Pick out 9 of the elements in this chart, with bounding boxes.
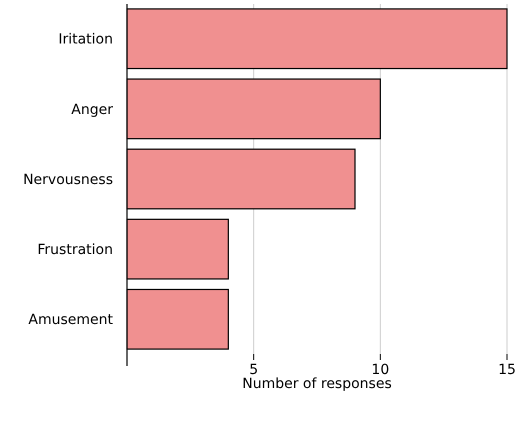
x-tick-label: 5	[249, 362, 258, 378]
y-tick-label: Iritation	[58, 32, 113, 48]
x-axis-title: Number of responses	[242, 376, 392, 392]
y-tick-label: Nervousness	[23, 172, 113, 188]
y-tick-label: Amusement	[28, 312, 114, 328]
y-tick-label: Frustration	[37, 242, 113, 258]
x-tick-label: 10	[371, 362, 390, 378]
x-tick-label: 15	[498, 362, 516, 378]
y-tick-label: Anger	[71, 102, 114, 118]
